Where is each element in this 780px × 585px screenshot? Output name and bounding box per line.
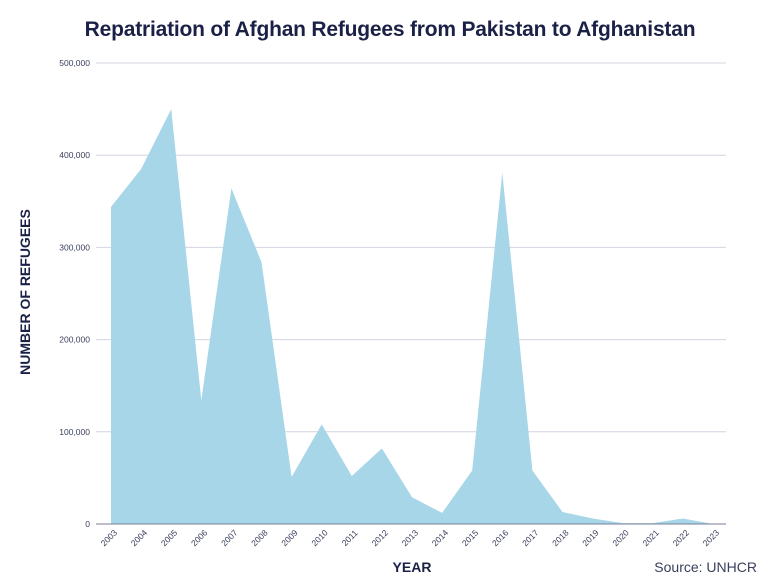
x-tick-label: 2011 [340,528,360,548]
y-tick-label: 400,000 [59,150,90,160]
x-tick-label: 2014 [430,527,451,548]
y-tick-label: 0 [85,519,90,529]
x-tick-label: 2003 [99,527,120,548]
x-tick-label: 2007 [219,527,240,548]
x-axis-label: YEAR [392,559,432,575]
x-tick-label: 2010 [309,527,330,548]
x-tick-label: 2004 [129,527,150,548]
x-tick-label: 2005 [159,527,180,548]
y-tick-label: 300,000 [59,242,90,252]
y-tick-label: 500,000 [59,58,90,68]
area-series [111,109,713,524]
x-tick-label: 2022 [671,527,692,548]
x-tick-label: 2009 [279,527,300,548]
x-tick-label: 2012 [370,527,391,548]
x-tick-label: 2018 [550,527,571,548]
source-note: Source: UNHCR [654,559,757,575]
x-tick-label: 2015 [460,527,481,548]
x-tick-label: 2023 [701,527,722,548]
x-tick-label: 2013 [400,527,421,548]
x-tick-label: 2021 [640,527,661,548]
y-tick-label: 100,000 [59,427,90,437]
x-tick-label: 2019 [580,527,601,548]
x-tick-label: 2008 [249,527,270,548]
y-tick-label: 200,000 [59,335,90,345]
x-tick-label: 2020 [610,527,631,548]
chart-title: Repatriation of Afghan Refugees from Pak… [84,18,696,41]
x-tick-label: 2006 [189,527,210,548]
x-tick-label: 2016 [490,527,511,548]
x-tick-label: 2017 [520,527,541,548]
